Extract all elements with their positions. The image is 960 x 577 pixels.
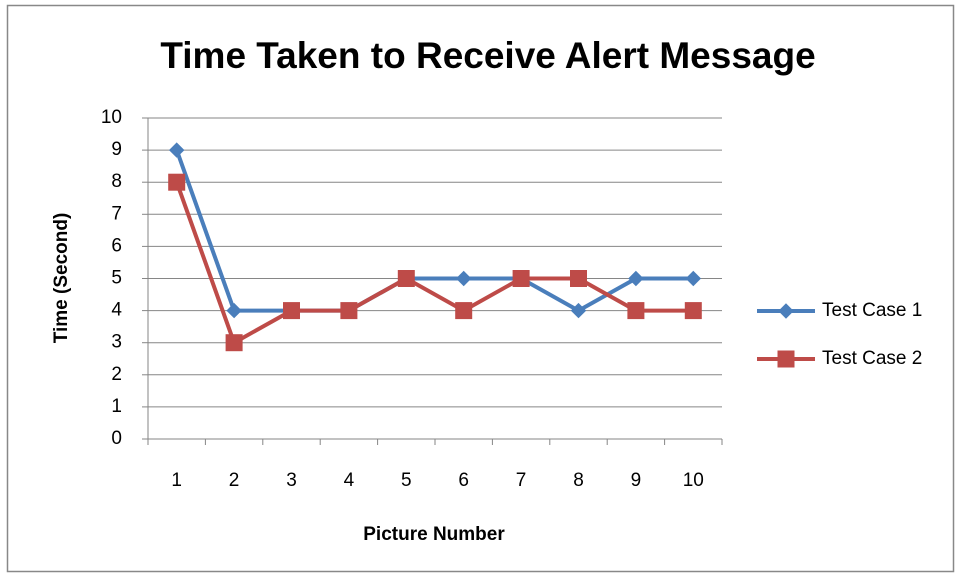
x-tick-label: 1 bbox=[171, 470, 182, 491]
y-tick-label: 9 bbox=[111, 139, 122, 160]
series-line bbox=[174, 181, 694, 345]
x-tick-label: 4 bbox=[344, 470, 355, 491]
legend-label: Test Case 1 bbox=[822, 300, 922, 321]
x-tick-label: 2 bbox=[229, 470, 240, 491]
y-tick-label: 0 bbox=[111, 428, 122, 449]
x-tick-label: 3 bbox=[286, 470, 297, 491]
x-tick-label: 10 bbox=[683, 470, 704, 491]
data-point bbox=[168, 142, 185, 158]
data-point bbox=[168, 173, 186, 191]
data-point bbox=[512, 270, 530, 287]
y-tick-label: 7 bbox=[111, 203, 122, 224]
data-point bbox=[226, 302, 242, 319]
legend-label: Test Case 2 bbox=[822, 348, 922, 369]
data-point bbox=[283, 302, 300, 320]
data-point bbox=[455, 270, 472, 287]
y-tick-label: 5 bbox=[111, 268, 122, 289]
x-axis-title: Picture Number bbox=[363, 524, 505, 545]
y-tick-label: 8 bbox=[111, 171, 122, 192]
chart-title: Time Taken to Receive Alert Message bbox=[160, 35, 815, 76]
y-tick-label: 6 bbox=[111, 235, 122, 256]
y-axis-title: Time (Second) bbox=[51, 213, 72, 344]
y-tick-label: 3 bbox=[111, 332, 122, 353]
data-point bbox=[570, 270, 587, 287]
x-tick-label: 6 bbox=[458, 470, 469, 491]
y-tick-label: 10 bbox=[101, 107, 122, 128]
y-tick-label: 1 bbox=[111, 396, 122, 417]
x-tick-label: 5 bbox=[401, 470, 412, 491]
data-point bbox=[685, 270, 702, 287]
legend-marker bbox=[777, 350, 795, 368]
data-point bbox=[684, 302, 702, 320]
x-tick-label: 9 bbox=[631, 470, 642, 491]
y-tick-label: 4 bbox=[111, 300, 122, 321]
data-point bbox=[628, 270, 644, 287]
chart-frame bbox=[6, 4, 955, 573]
x-tick-label: 8 bbox=[573, 470, 584, 491]
data-point bbox=[397, 270, 415, 287]
data-point bbox=[225, 334, 243, 352]
data-point bbox=[340, 302, 358, 320]
data-point bbox=[455, 302, 473, 320]
data-point bbox=[570, 302, 587, 319]
x-tick-label: 7 bbox=[516, 470, 527, 491]
data-point bbox=[627, 302, 645, 320]
legend-marker bbox=[778, 303, 794, 319]
y-tick-label: 2 bbox=[111, 364, 122, 385]
